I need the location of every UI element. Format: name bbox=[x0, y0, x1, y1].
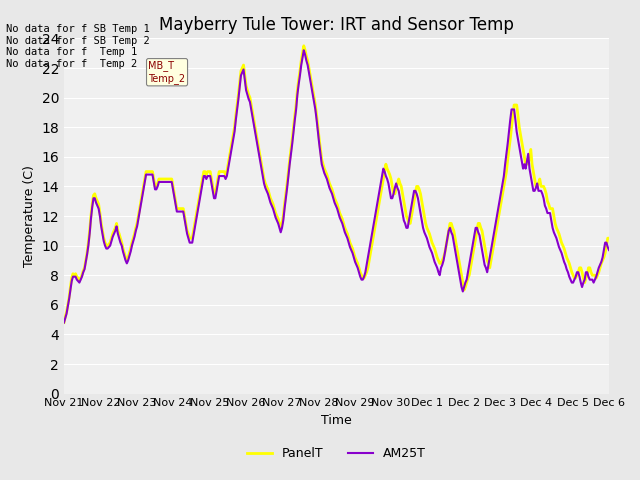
Legend: PanelT, AM25T: PanelT, AM25T bbox=[242, 443, 431, 466]
AM25T bbox=[168, 179, 175, 185]
Title: Mayberry Tule Tower: IRT and Sensor Temp: Mayberry Tule Tower: IRT and Sensor Temp bbox=[159, 16, 514, 34]
AM25T bbox=[291, 117, 299, 123]
AM25T bbox=[111, 228, 119, 234]
X-axis label: Time: Time bbox=[321, 414, 352, 427]
AM25T bbox=[60, 320, 68, 325]
PanelT bbox=[300, 43, 308, 48]
Line: PanelT: PanelT bbox=[64, 46, 609, 323]
Text: No data for f SB Temp 1
No data for f SB Temp 2
No data for f  Temp 1
No data fo: No data for f SB Temp 1 No data for f SB… bbox=[6, 24, 150, 69]
AM25T bbox=[542, 206, 550, 212]
Line: AM25T: AM25T bbox=[64, 50, 609, 323]
PanelT bbox=[291, 112, 299, 118]
PanelT bbox=[60, 320, 68, 325]
PanelT bbox=[168, 176, 175, 182]
AM25T bbox=[300, 48, 308, 53]
PanelT bbox=[605, 235, 613, 241]
AM25T bbox=[548, 225, 556, 231]
AM25T bbox=[280, 217, 287, 223]
Y-axis label: Temperature (C): Temperature (C) bbox=[23, 165, 36, 267]
PanelT bbox=[111, 225, 119, 231]
Text: MB_T
Temp_2: MB_T Temp_2 bbox=[148, 60, 186, 84]
PanelT bbox=[548, 206, 556, 212]
AM25T bbox=[605, 247, 613, 253]
PanelT bbox=[542, 191, 550, 197]
PanelT bbox=[280, 213, 287, 219]
